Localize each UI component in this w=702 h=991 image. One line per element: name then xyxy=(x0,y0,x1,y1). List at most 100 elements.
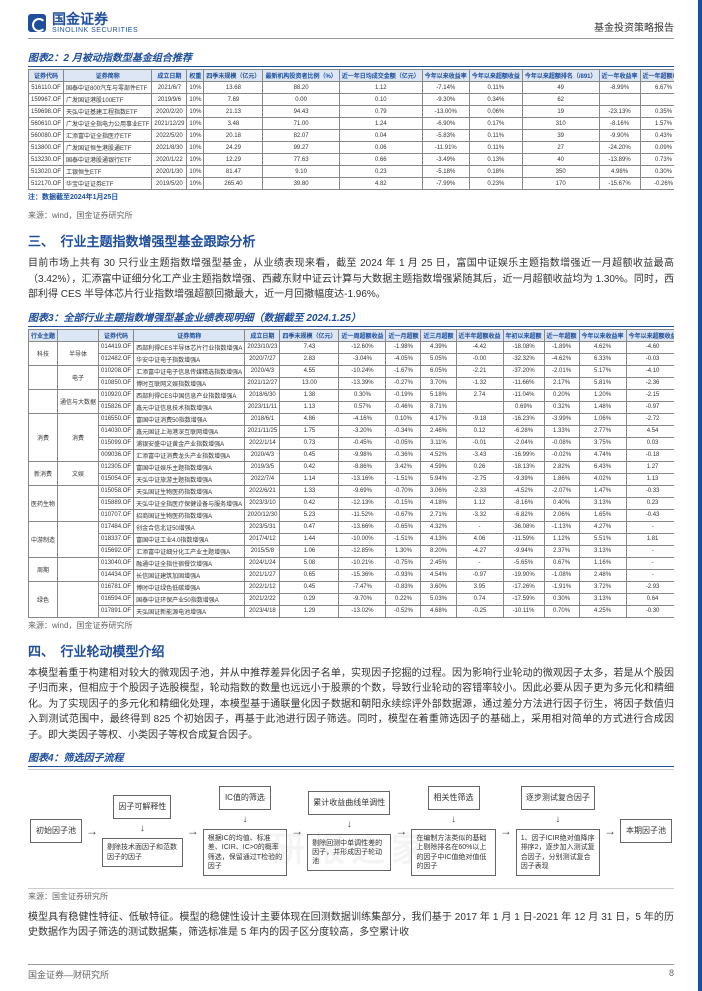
page-footer: 国金证券—财研究所 8 xyxy=(28,964,674,981)
table-cell: 2020/4/3 xyxy=(245,449,280,461)
table-cell: 国泰中证800汽车与零部件ETF xyxy=(64,82,152,94)
table-cell: 鑫元中证信息技术指数增强A xyxy=(134,401,245,413)
table-cell: 6.67% xyxy=(640,82,674,94)
table-cell: -6.28% xyxy=(503,425,544,437)
section4-title: 四、 行业轮动模型介绍 xyxy=(28,641,674,660)
table-cell: 3.13% xyxy=(579,497,626,509)
table-row: 010850.OF博时互联网文娱指数增强A2021/12/2713.00-13.… xyxy=(29,377,675,389)
table-cell: 016550.OF xyxy=(99,413,134,425)
table-cell: 0.45 xyxy=(280,449,339,461)
table-cell: 2019/9/6 xyxy=(152,94,187,106)
table-cell: 2.45% xyxy=(421,557,456,569)
table-cell: - xyxy=(456,557,503,569)
table-cell: 0.12 xyxy=(456,425,503,437)
fig2-table: 证券代码证券简称成立日期权重四季末规模（亿元）最新机构投资者比例（%）近一年日均… xyxy=(28,69,674,190)
table-row: 科技半导体014419.OF西部利得CES半导体芯片行业指数增强A2023/10… xyxy=(29,341,675,353)
table-cell: -3.04% xyxy=(339,353,386,365)
table-cell: 015058.OF xyxy=(99,485,134,497)
table-cell: 富国中证工业4.0指数增强A xyxy=(134,533,245,545)
table-cell: 创金合信北证50增强A xyxy=(134,521,245,533)
table-header-cell: 近一年超额收益 xyxy=(640,70,674,82)
table-cell: 3.13% xyxy=(579,545,626,557)
table-cell: 0.04 xyxy=(339,130,422,142)
table-cell: 015054.OF xyxy=(99,473,134,485)
table-cell: -24.20% xyxy=(599,142,640,154)
table-cell: 265.40 xyxy=(204,178,263,190)
table-cell: -0.93% xyxy=(386,569,421,581)
table-cell: 西部利得CES半导体芯片行业指数增强A xyxy=(134,341,245,353)
table-cell: -0.45% xyxy=(339,437,386,449)
table-cell: 汇添富中证全指医疗ETF xyxy=(64,130,152,142)
table-header-cell: 今年以来超额收益 xyxy=(469,70,522,82)
table-cell: -1.51% xyxy=(386,533,421,545)
table-cell: 0.74 xyxy=(456,593,503,605)
table-cell: 2.48% xyxy=(579,569,626,581)
table-cell: 10% xyxy=(187,106,204,118)
table-cell: -1.51% xyxy=(386,473,421,485)
table-cell: 99.27 xyxy=(263,142,339,154)
table-cell: 018337.OF xyxy=(99,533,134,545)
table-cell: 2020/7/27 xyxy=(245,353,280,365)
table-row: 018337.OF富国中证工业4.0指数增强A2017/4/121.44-10.… xyxy=(29,533,675,545)
table-cell: -1.89% xyxy=(544,341,579,353)
table-header-row: 行业主题证券代码证券简称成立日期四季末规模（亿元）近一周超额收益近一月超额近三月… xyxy=(29,329,675,341)
table-cell: 1.38 xyxy=(280,389,339,401)
table-cell: -4.10 xyxy=(626,365,674,377)
section4-para2: 模型具有稳健性特征、低敏特征。模型的稳健性设计主要体现在回测数据训练集部分，我们… xyxy=(28,910,674,941)
table-cell: -16.99% xyxy=(503,449,544,461)
table-cell: 电子 xyxy=(58,365,99,389)
table-cell: 3.72% xyxy=(579,581,626,593)
table-cell: -0.08% xyxy=(544,437,579,449)
table-cell: 5.05% xyxy=(421,353,456,365)
section3-title: 三、 行业主题指数增强型基金跟踪分析 xyxy=(28,231,674,250)
table-cell: 1.20% xyxy=(579,389,626,401)
table-cell: 2.46% xyxy=(421,425,456,437)
table-cell: -0.65% xyxy=(386,521,421,533)
doc-type: 基金投资策略报告 xyxy=(594,19,674,34)
table-cell: 4.82 xyxy=(339,178,422,190)
table-cell: -13.02% xyxy=(339,605,386,617)
table-cell: -3.99% xyxy=(544,413,579,425)
table-cell: 81.47 xyxy=(204,166,263,178)
table-header-cell: 权重 xyxy=(187,70,204,82)
table-cell: 汇添富中证细分化工产业主题增强A xyxy=(134,545,245,557)
table-cell: 3.42% xyxy=(386,461,421,473)
table-cell: 2024/1/24 xyxy=(245,557,280,569)
table-cell: 513800.OF xyxy=(29,142,64,154)
table-cell: -7.14% xyxy=(422,82,469,94)
table-row: 医药生物015058.OF天弘国证生物医药指数增强A2022/6/211.33-… xyxy=(29,485,675,497)
table-cell: -11.66% xyxy=(503,377,544,389)
table-cell: 0.29 xyxy=(280,593,339,605)
table-cell: 4.98% xyxy=(599,166,640,178)
table-header-cell: 今年以来收益率 xyxy=(422,70,469,82)
table-cell: 0.11% xyxy=(469,142,522,154)
table-cell: 2023/5/31 xyxy=(245,521,280,533)
table-cell: 0.13% xyxy=(469,154,522,166)
arrow-icon: → xyxy=(291,824,303,838)
table-cell: 2020/2/20 xyxy=(152,106,187,118)
table-cell: 天弘国证新能源电池增强A xyxy=(134,605,245,617)
table-header-cell: 四季末规模（亿元） xyxy=(204,70,263,82)
table-cell: -10.24% xyxy=(339,365,386,377)
table-cell: 015826.OF xyxy=(99,401,134,413)
table-cell: -0.46% xyxy=(386,401,421,413)
table-cell: 天弘中证全指医疗保健设备与服务增强A xyxy=(134,497,245,509)
arrow-down-icon: ↓ xyxy=(140,823,145,834)
table-cell: 21.13 xyxy=(204,106,263,118)
table-cell: - xyxy=(626,569,674,581)
arrow-down-icon: ↓ xyxy=(242,814,247,825)
table-cell: 1.29 xyxy=(280,605,339,617)
table-cell: -9.90% xyxy=(599,130,640,142)
table-cell: 绿色 xyxy=(29,581,58,617)
table-cell: 半导体 xyxy=(58,341,99,365)
table-cell: -2.33 xyxy=(456,485,503,497)
table-cell: 19 xyxy=(522,106,599,118)
table-header-cell: 近一年收益率 xyxy=(599,70,640,82)
table-cell: 10% xyxy=(187,94,204,106)
arrow-icon: → xyxy=(187,824,199,838)
logo-icon xyxy=(28,14,46,32)
table-cell: 5.51% xyxy=(579,533,626,545)
table-cell: 8.71% xyxy=(421,401,456,413)
table-row: 513800.OF广发国证恒生港股通ETF2021/8/3010%24.2999… xyxy=(29,142,675,154)
table-cell: 1.33 xyxy=(280,485,339,497)
